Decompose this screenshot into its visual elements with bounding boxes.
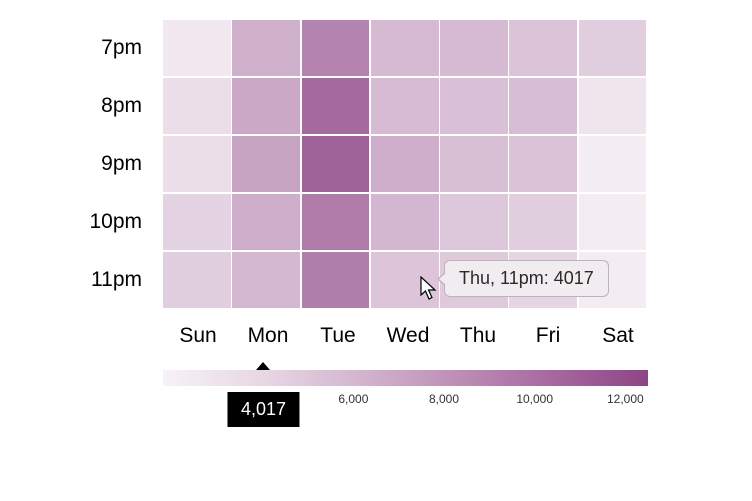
heatmap-cell[interactable]: [371, 136, 439, 192]
heatmap-cell[interactable]: [509, 20, 577, 76]
heatmap-cell[interactable]: [509, 78, 577, 134]
heatmap-cell[interactable]: [302, 78, 370, 134]
y-axis-label: 8pm: [70, 78, 150, 136]
heatmap-cell[interactable]: [440, 194, 508, 250]
heatmap-row: [163, 136, 648, 194]
heatmap-cell[interactable]: [163, 78, 231, 134]
heatmap-cell[interactable]: [440, 136, 508, 192]
legend-tick-label: 8,000: [429, 392, 459, 406]
x-axis-label: Fri: [513, 324, 583, 348]
color-legend-gradient[interactable]: [163, 370, 648, 386]
heatmap-cell[interactable]: [440, 20, 508, 76]
y-axis-label: 11pm: [70, 252, 150, 310]
heatmap-cell[interactable]: [579, 78, 647, 134]
heatmap-cell[interactable]: [579, 136, 647, 192]
heatmap-cell[interactable]: [232, 136, 300, 192]
hover-tooltip: Thu, 11pm: 4017: [444, 260, 609, 297]
x-axis-label: Thu: [443, 324, 513, 348]
x-axis-label: Mon: [233, 324, 303, 348]
legend-marker-icon: [256, 362, 270, 370]
heatmap-cell[interactable]: [302, 194, 370, 250]
heatmap-cell[interactable]: [440, 78, 508, 134]
heatmap-cell[interactable]: [163, 194, 231, 250]
x-axis-label: Wed: [373, 324, 443, 348]
heatmap-cell[interactable]: [163, 20, 231, 76]
heatmap-cell[interactable]: [232, 20, 300, 76]
heatmap-cell[interactable]: [163, 252, 231, 308]
x-axis-label: Sat: [583, 324, 653, 348]
y-axis-label: 9pm: [70, 136, 150, 194]
heatmap-cell[interactable]: [371, 78, 439, 134]
heatmap-cell[interactable]: [509, 136, 577, 192]
heatmap-cell[interactable]: [371, 20, 439, 76]
heatmap-row: [163, 78, 648, 136]
heatmap-cell[interactable]: [579, 194, 647, 250]
x-axis-label: Tue: [303, 324, 373, 348]
heatmap-cell[interactable]: [509, 194, 577, 250]
legend-tick-label: 6,000: [338, 392, 368, 406]
heatmap-row: [163, 194, 648, 252]
heatmap-cell[interactable]: [302, 136, 370, 192]
heatmap-cell[interactable]: [371, 252, 439, 308]
heatmap-cell[interactable]: [579, 20, 647, 76]
heatmap-cell[interactable]: [232, 252, 300, 308]
x-axis-label: Sun: [163, 324, 233, 348]
heatmap-cell[interactable]: [232, 78, 300, 134]
heatmap-cell[interactable]: [232, 194, 300, 250]
heatmap-row: [163, 20, 648, 78]
heatmap-cell[interactable]: [302, 252, 370, 308]
y-axis-labels: 7pm8pm9pm10pm11pm: [70, 20, 150, 310]
heatmap-cell[interactable]: [371, 194, 439, 250]
y-axis-label: 10pm: [70, 194, 150, 252]
legend-tick-label: 12,000: [607, 392, 644, 406]
legend-selected-value: 4,017: [228, 392, 299, 427]
heatmap-cell[interactable]: [302, 20, 370, 76]
x-axis-labels: SunMonTueWedThuFriSat: [163, 324, 653, 348]
heatmap-cell[interactable]: [163, 136, 231, 192]
y-axis-label: 7pm: [70, 20, 150, 78]
legend-tick-label: 10,000: [516, 392, 553, 406]
